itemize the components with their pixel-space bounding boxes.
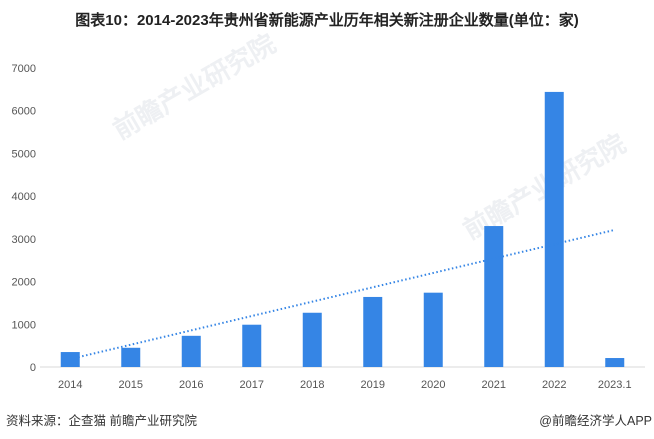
x-tick-label: 2021 <box>482 379 506 391</box>
y-tick-label: 4000 <box>12 191 36 203</box>
x-tick-label: 2022 <box>542 379 566 391</box>
bar-2017 <box>242 324 262 367</box>
x-tick-label: 2020 <box>421 379 445 391</box>
y-tick-label: 3000 <box>12 234 36 246</box>
x-tick-label: 2016 <box>179 379 203 391</box>
y-tick-label: 6000 <box>12 106 36 118</box>
chart-title: 图表10：2014-2023年贵州省新能源产业历年相关新注册企业数量(单位：家) <box>75 12 579 29</box>
bar-2014 <box>60 352 80 367</box>
bar-2022 <box>544 91 564 368</box>
watermark-text: 前瞻产业研究院 <box>108 28 281 145</box>
y-tick-label: 5000 <box>12 148 36 160</box>
credit-note: @前瞻经济学人APP <box>539 414 652 428</box>
x-tick-label: 2015 <box>119 379 143 391</box>
watermark-text: 前瞻产业研究院 <box>458 128 631 245</box>
source-note: 资料来源：企查猫 前瞻产业研究院 <box>6 414 197 428</box>
bar-2015 <box>121 347 141 367</box>
bar-2023.1 <box>605 358 625 367</box>
bar-2021 <box>484 226 504 367</box>
x-tick-label: 2014 <box>58 379 82 391</box>
y-tick-label: 1000 <box>12 319 36 331</box>
y-tick-label: 0 <box>30 362 36 374</box>
bar-2016 <box>181 335 201 367</box>
x-tick-label: 2019 <box>361 379 385 391</box>
bar-2019 <box>363 296 383 367</box>
y-tick-label: 2000 <box>12 277 36 289</box>
x-tick-label: 2023.1 <box>598 379 632 391</box>
y-tick-label: 7000 <box>12 63 36 75</box>
bar-2020 <box>423 292 443 367</box>
x-tick-label: 2017 <box>240 379 264 391</box>
trend-line <box>78 228 615 359</box>
bar-2018 <box>302 312 322 367</box>
x-tick-label: 2018 <box>300 379 324 391</box>
